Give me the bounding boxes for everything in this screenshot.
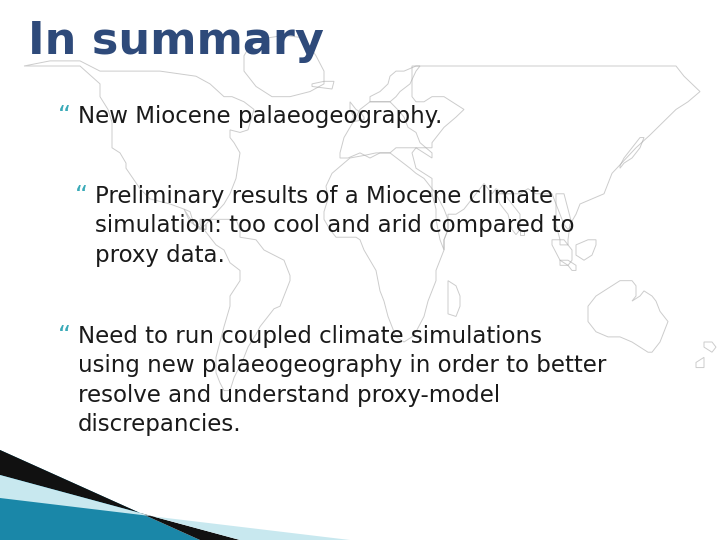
Text: “: “: [58, 105, 71, 131]
Polygon shape: [0, 450, 200, 540]
Polygon shape: [0, 450, 240, 540]
Text: New Miocene palaeogeography.: New Miocene palaeogeography.: [78, 105, 442, 128]
Text: “: “: [75, 185, 89, 211]
Text: In summary: In summary: [28, 20, 324, 63]
Text: “: “: [58, 325, 71, 351]
Text: Need to run coupled climate simulations
using new palaeogeography in order to be: Need to run coupled climate simulations …: [78, 325, 606, 436]
Polygon shape: [0, 475, 350, 540]
Text: Preliminary results of a Miocene climate
simulation: too cool and arid compared : Preliminary results of a Miocene climate…: [95, 185, 575, 267]
